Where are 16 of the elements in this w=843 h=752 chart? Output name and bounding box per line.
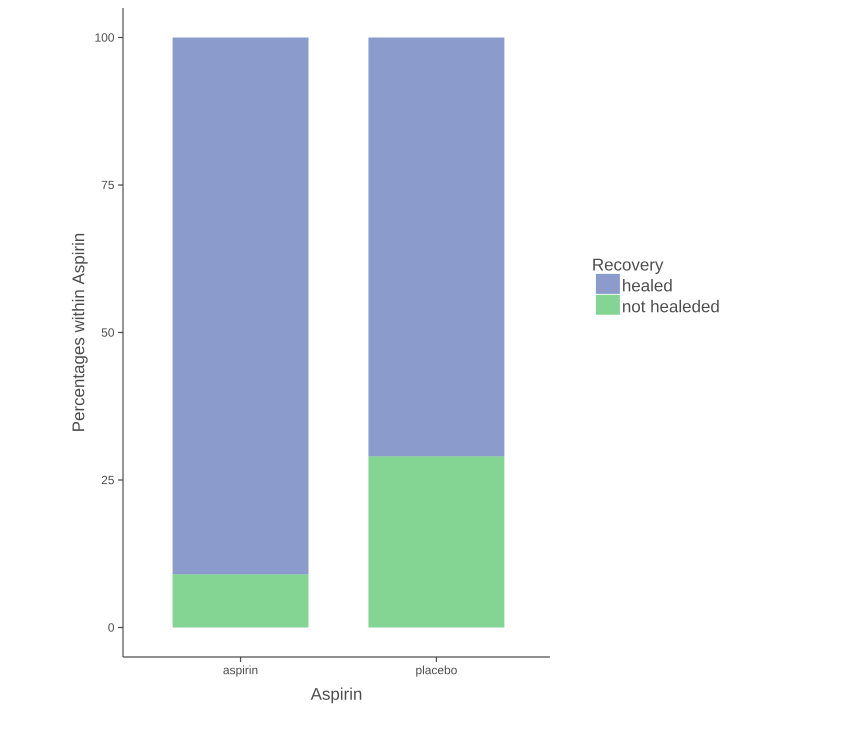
legend-title: Recovery [593, 258, 664, 274]
legend-label: healed [623, 279, 672, 292]
bar [368, 456, 504, 628]
x-tick-label: placebo [416, 666, 457, 677]
y-tick-label: 100 [95, 33, 114, 42]
legend-label: not healeded [623, 300, 719, 312]
y-tick-label: 0 [108, 623, 114, 632]
x-axis-title: Aspirin [310, 687, 362, 704]
x-tick-label: aspirin [223, 666, 258, 677]
y-tick-label: 50 [102, 328, 114, 337]
y-tick-label: 75 [102, 180, 114, 190]
bar [172, 37, 308, 574]
y-tick-label: 25 [102, 476, 114, 484]
bar [368, 37, 504, 456]
y-axis-title: Percentages within Aspirin [72, 234, 88, 431]
bar [172, 574, 308, 628]
